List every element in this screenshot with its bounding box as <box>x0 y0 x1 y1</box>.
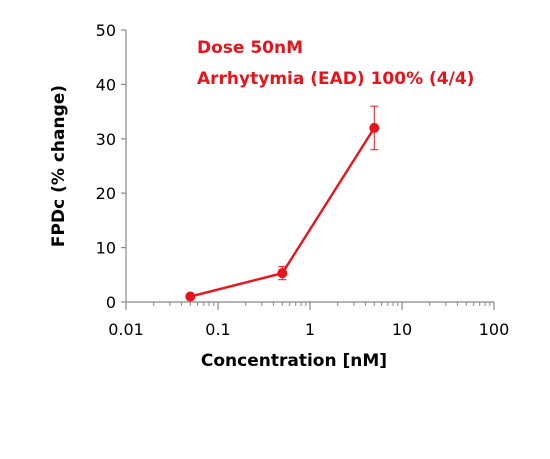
x-axis-title: Concentration [nM] <box>201 351 387 371</box>
y-tick-label: 30 <box>96 130 116 149</box>
x-axis-ticks: 0.01 0.1 1 10 100 <box>108 302 509 339</box>
y-tick-label: 0 <box>106 293 116 312</box>
annotation-arrhythmia: Arrhytymia (EAD) 100% (4/4) <box>197 69 474 89</box>
y-axis-title: FPDc (% change) <box>49 85 69 247</box>
x-tick-label: 0.01 <box>108 320 144 339</box>
x-tick-label: 0.1 <box>205 320 230 339</box>
x-tick-label: 1 <box>305 320 315 339</box>
y-tick-label: 50 <box>96 21 116 40</box>
data-point <box>369 122 380 133</box>
plot-area <box>185 105 380 302</box>
y-tick-label: 20 <box>96 184 116 203</box>
x-tick-label: 100 <box>479 320 510 339</box>
y-tick-label: 10 <box>96 239 116 258</box>
y-axis-ticks: 0 10 20 30 40 50 <box>96 21 126 312</box>
x-tick-label: 10 <box>392 320 412 339</box>
data-point <box>185 291 196 302</box>
annotation-dose: Dose 50nM <box>197 38 303 58</box>
data-point <box>277 268 288 279</box>
y-tick-label: 40 <box>96 75 116 94</box>
